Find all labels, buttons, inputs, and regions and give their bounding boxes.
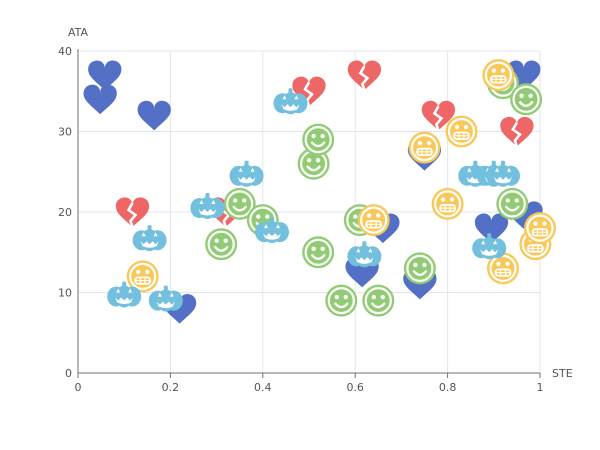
pumpkin-point[interactable] (107, 281, 142, 308)
pumpkin-point[interactable] (148, 285, 183, 312)
x-tick-label: 0.4 (254, 381, 272, 394)
grin-point[interactable] (431, 187, 464, 220)
broken-heart-point[interactable] (500, 116, 534, 147)
grin-point[interactable] (487, 252, 519, 285)
x-tick-label: 0.6 (346, 381, 364, 394)
y-tick-label: 0 (65, 367, 72, 380)
smiley-point[interactable] (223, 187, 256, 220)
smiley-point[interactable] (403, 252, 436, 285)
grin-point[interactable] (524, 212, 556, 245)
grin-point[interactable] (126, 260, 159, 293)
grin-point[interactable] (482, 59, 515, 92)
pumpkin-point[interactable] (255, 217, 289, 244)
axes (77, 49, 541, 378)
grin-point[interactable] (445, 115, 478, 148)
heart-point[interactable] (137, 100, 171, 131)
smiley-point[interactable] (496, 187, 529, 220)
data-points (83, 59, 556, 324)
pumpkin-point[interactable] (229, 160, 264, 187)
x-axis-title: STE (552, 367, 573, 380)
pumpkin-point[interactable] (190, 193, 225, 219)
pumpkin-point[interactable] (486, 160, 520, 187)
smiley-point[interactable] (205, 228, 238, 261)
heart-point[interactable] (83, 84, 117, 115)
broken-heart-point[interactable] (115, 197, 150, 228)
smiley-point[interactable] (362, 284, 395, 317)
x-tick-label: 0.2 (162, 381, 180, 394)
grin-point[interactable] (408, 131, 441, 164)
pumpkin-point[interactable] (347, 241, 382, 268)
heart-point[interactable] (507, 60, 541, 91)
y-axis-title: ATA (68, 26, 89, 39)
smiley-point[interactable] (510, 83, 543, 116)
broken-heart-point[interactable] (292, 76, 326, 107)
y-tick-label: 40 (58, 45, 72, 58)
y-tick-label: 10 (58, 287, 72, 300)
x-tick-label: 0 (75, 381, 82, 394)
smiley-point[interactable] (302, 236, 335, 269)
heart-point[interactable] (88, 60, 122, 91)
broken-heart-point[interactable] (421, 100, 456, 131)
grin-point[interactable] (357, 204, 390, 237)
broken-heart-point[interactable] (347, 60, 382, 91)
heart-point[interactable] (474, 213, 509, 244)
x-tick-label: 1 (537, 381, 544, 394)
smiley-point[interactable] (302, 123, 335, 156)
y-tick-label: 30 (58, 126, 72, 139)
pumpkin-point[interactable] (132, 225, 167, 252)
y-tick-label: 20 (58, 206, 72, 219)
x-tick-label: 0.8 (439, 381, 457, 394)
pumpkin-point[interactable] (273, 88, 308, 115)
pumpkin-point[interactable] (472, 233, 507, 260)
smiley-point[interactable] (325, 284, 358, 317)
